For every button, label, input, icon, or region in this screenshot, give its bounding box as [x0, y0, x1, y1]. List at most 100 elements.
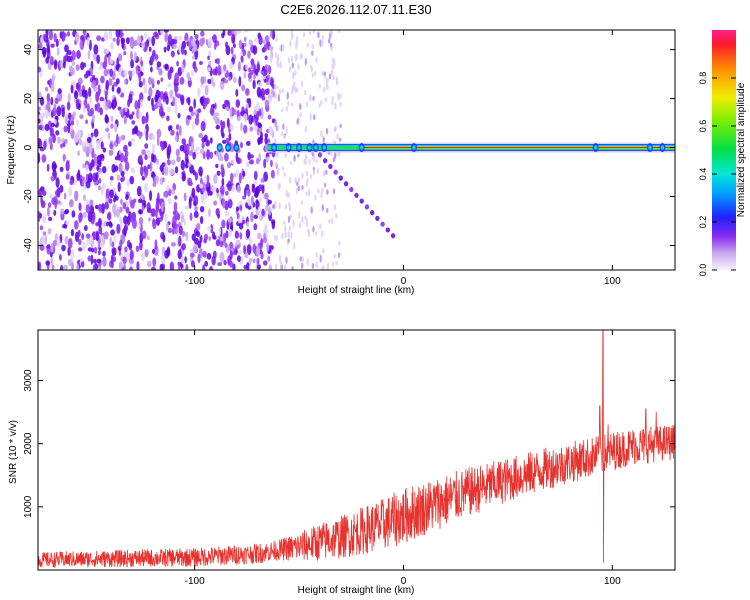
noise-cell [137, 198, 143, 204]
noise-cell [163, 141, 168, 149]
noise-cell [315, 261, 318, 268]
noise-cell [229, 250, 233, 260]
noise-cell [45, 244, 51, 249]
noise-cell [50, 122, 56, 128]
noise-cell [323, 71, 326, 77]
noise-cell [40, 112, 46, 118]
noise-cell [143, 116, 149, 124]
noise-cell [163, 165, 167, 173]
noise-cell [49, 55, 54, 65]
ridge-knot-core [322, 145, 326, 150]
noise-cell [159, 263, 164, 270]
noise-cell [98, 65, 103, 71]
noise-cell [164, 249, 170, 259]
noise-cell [172, 96, 176, 106]
noise-cell [68, 258, 73, 267]
noise-cell [335, 213, 338, 219]
noise-cell [50, 242, 54, 253]
noise-cell [322, 169, 326, 178]
noise-cell [309, 174, 313, 179]
noise-cell [217, 151, 222, 162]
noise-cell [201, 137, 207, 143]
noise-cell [137, 99, 141, 110]
noise-cell [119, 239, 123, 248]
noise-cell [297, 185, 301, 192]
noise-cell [214, 116, 220, 125]
noise-cell [83, 73, 89, 79]
noise-cell [219, 185, 225, 195]
noise-cell [174, 166, 179, 174]
noise-cell [189, 212, 193, 221]
noise-cell [252, 243, 257, 254]
noise-cell [98, 266, 102, 270]
noise-cell [236, 157, 241, 165]
noise-cell [157, 97, 162, 107]
noise-cell [236, 184, 242, 193]
noise-cell [77, 247, 83, 252]
noise-cell [333, 253, 336, 259]
noise-cell [161, 111, 166, 116]
noise-cell [220, 163, 224, 171]
noise-cell [206, 252, 212, 260]
noise-cell [217, 64, 222, 76]
noise-cell [169, 89, 174, 100]
noise-cell [313, 154, 316, 159]
noise-cell [89, 199, 94, 207]
noise-cell [153, 31, 159, 38]
noise-cell [300, 80, 304, 87]
snr-xtick-label: 0 [401, 576, 407, 587]
noise-cell [38, 124, 43, 131]
noise-cell [133, 126, 138, 135]
noise-cell [148, 86, 153, 98]
noise-cell [103, 231, 109, 240]
chirp-point [359, 198, 364, 204]
noise-cell [269, 53, 273, 64]
noise-cell [76, 263, 80, 270]
noise-cell [290, 36, 294, 41]
noise-cell [320, 129, 323, 138]
noise-cell [242, 219, 246, 224]
noise-cell [61, 107, 65, 118]
noise-cell [48, 194, 54, 199]
noise-cell [145, 130, 149, 141]
noise-cell [188, 181, 193, 186]
noise-cell [128, 242, 133, 251]
noise-cell [283, 172, 286, 177]
noise-cell [333, 204, 337, 211]
noise-cell [246, 161, 250, 168]
noise-cell [136, 185, 142, 197]
noise-cell [258, 35, 263, 46]
noise-cell [169, 169, 175, 176]
noise-cell [243, 113, 248, 122]
noise-cell [144, 249, 149, 258]
noise-cell [170, 242, 176, 247]
noise-cell [204, 98, 208, 107]
noise-cell [113, 123, 118, 133]
noise-cell [103, 31, 109, 41]
noise-cell [264, 64, 269, 71]
noise-cell [77, 77, 83, 85]
noise-cell [169, 261, 175, 270]
noise-cell [62, 224, 67, 229]
noise-cell [280, 261, 283, 266]
noise-cell [47, 206, 50, 217]
noise-cell [287, 192, 290, 198]
noise-cell [253, 109, 257, 116]
noise-cell [224, 242, 228, 248]
noise-cell [228, 76, 232, 82]
noise-cell [198, 133, 204, 139]
noise-cell [123, 115, 127, 125]
noise-cell [215, 66, 218, 76]
noise-cell [119, 152, 125, 163]
noise-cell [320, 191, 323, 199]
noise-cell [297, 177, 301, 183]
noise-cell [334, 125, 337, 132]
noise-cell [125, 37, 130, 45]
noise-cell [285, 256, 288, 264]
noise-cell [278, 254, 282, 263]
noise-cell [165, 184, 170, 192]
spectrogram-xtick-label: 100 [604, 276, 621, 287]
noise-cell [226, 161, 232, 169]
noise-cell [301, 216, 304, 224]
noise-cell [92, 86, 98, 92]
